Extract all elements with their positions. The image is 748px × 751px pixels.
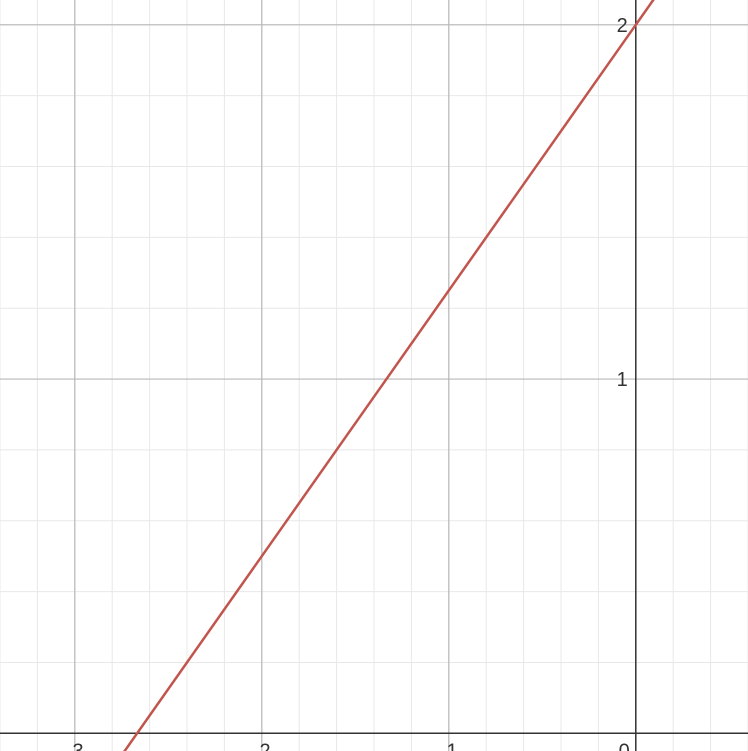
x-tick-label: -1 [440, 740, 458, 751]
chart-svg: -3 -2 -1 0 1 2 [0, 0, 748, 751]
x-tick-label: -3 [66, 740, 84, 751]
y-tick-label: 1 [617, 369, 628, 391]
x-tick-label: -2 [253, 740, 271, 751]
x-tick-label: 0 [619, 740, 630, 751]
y-tick-label: 2 [617, 15, 628, 37]
line-chart: -3 -2 -1 0 1 2 [0, 0, 748, 751]
